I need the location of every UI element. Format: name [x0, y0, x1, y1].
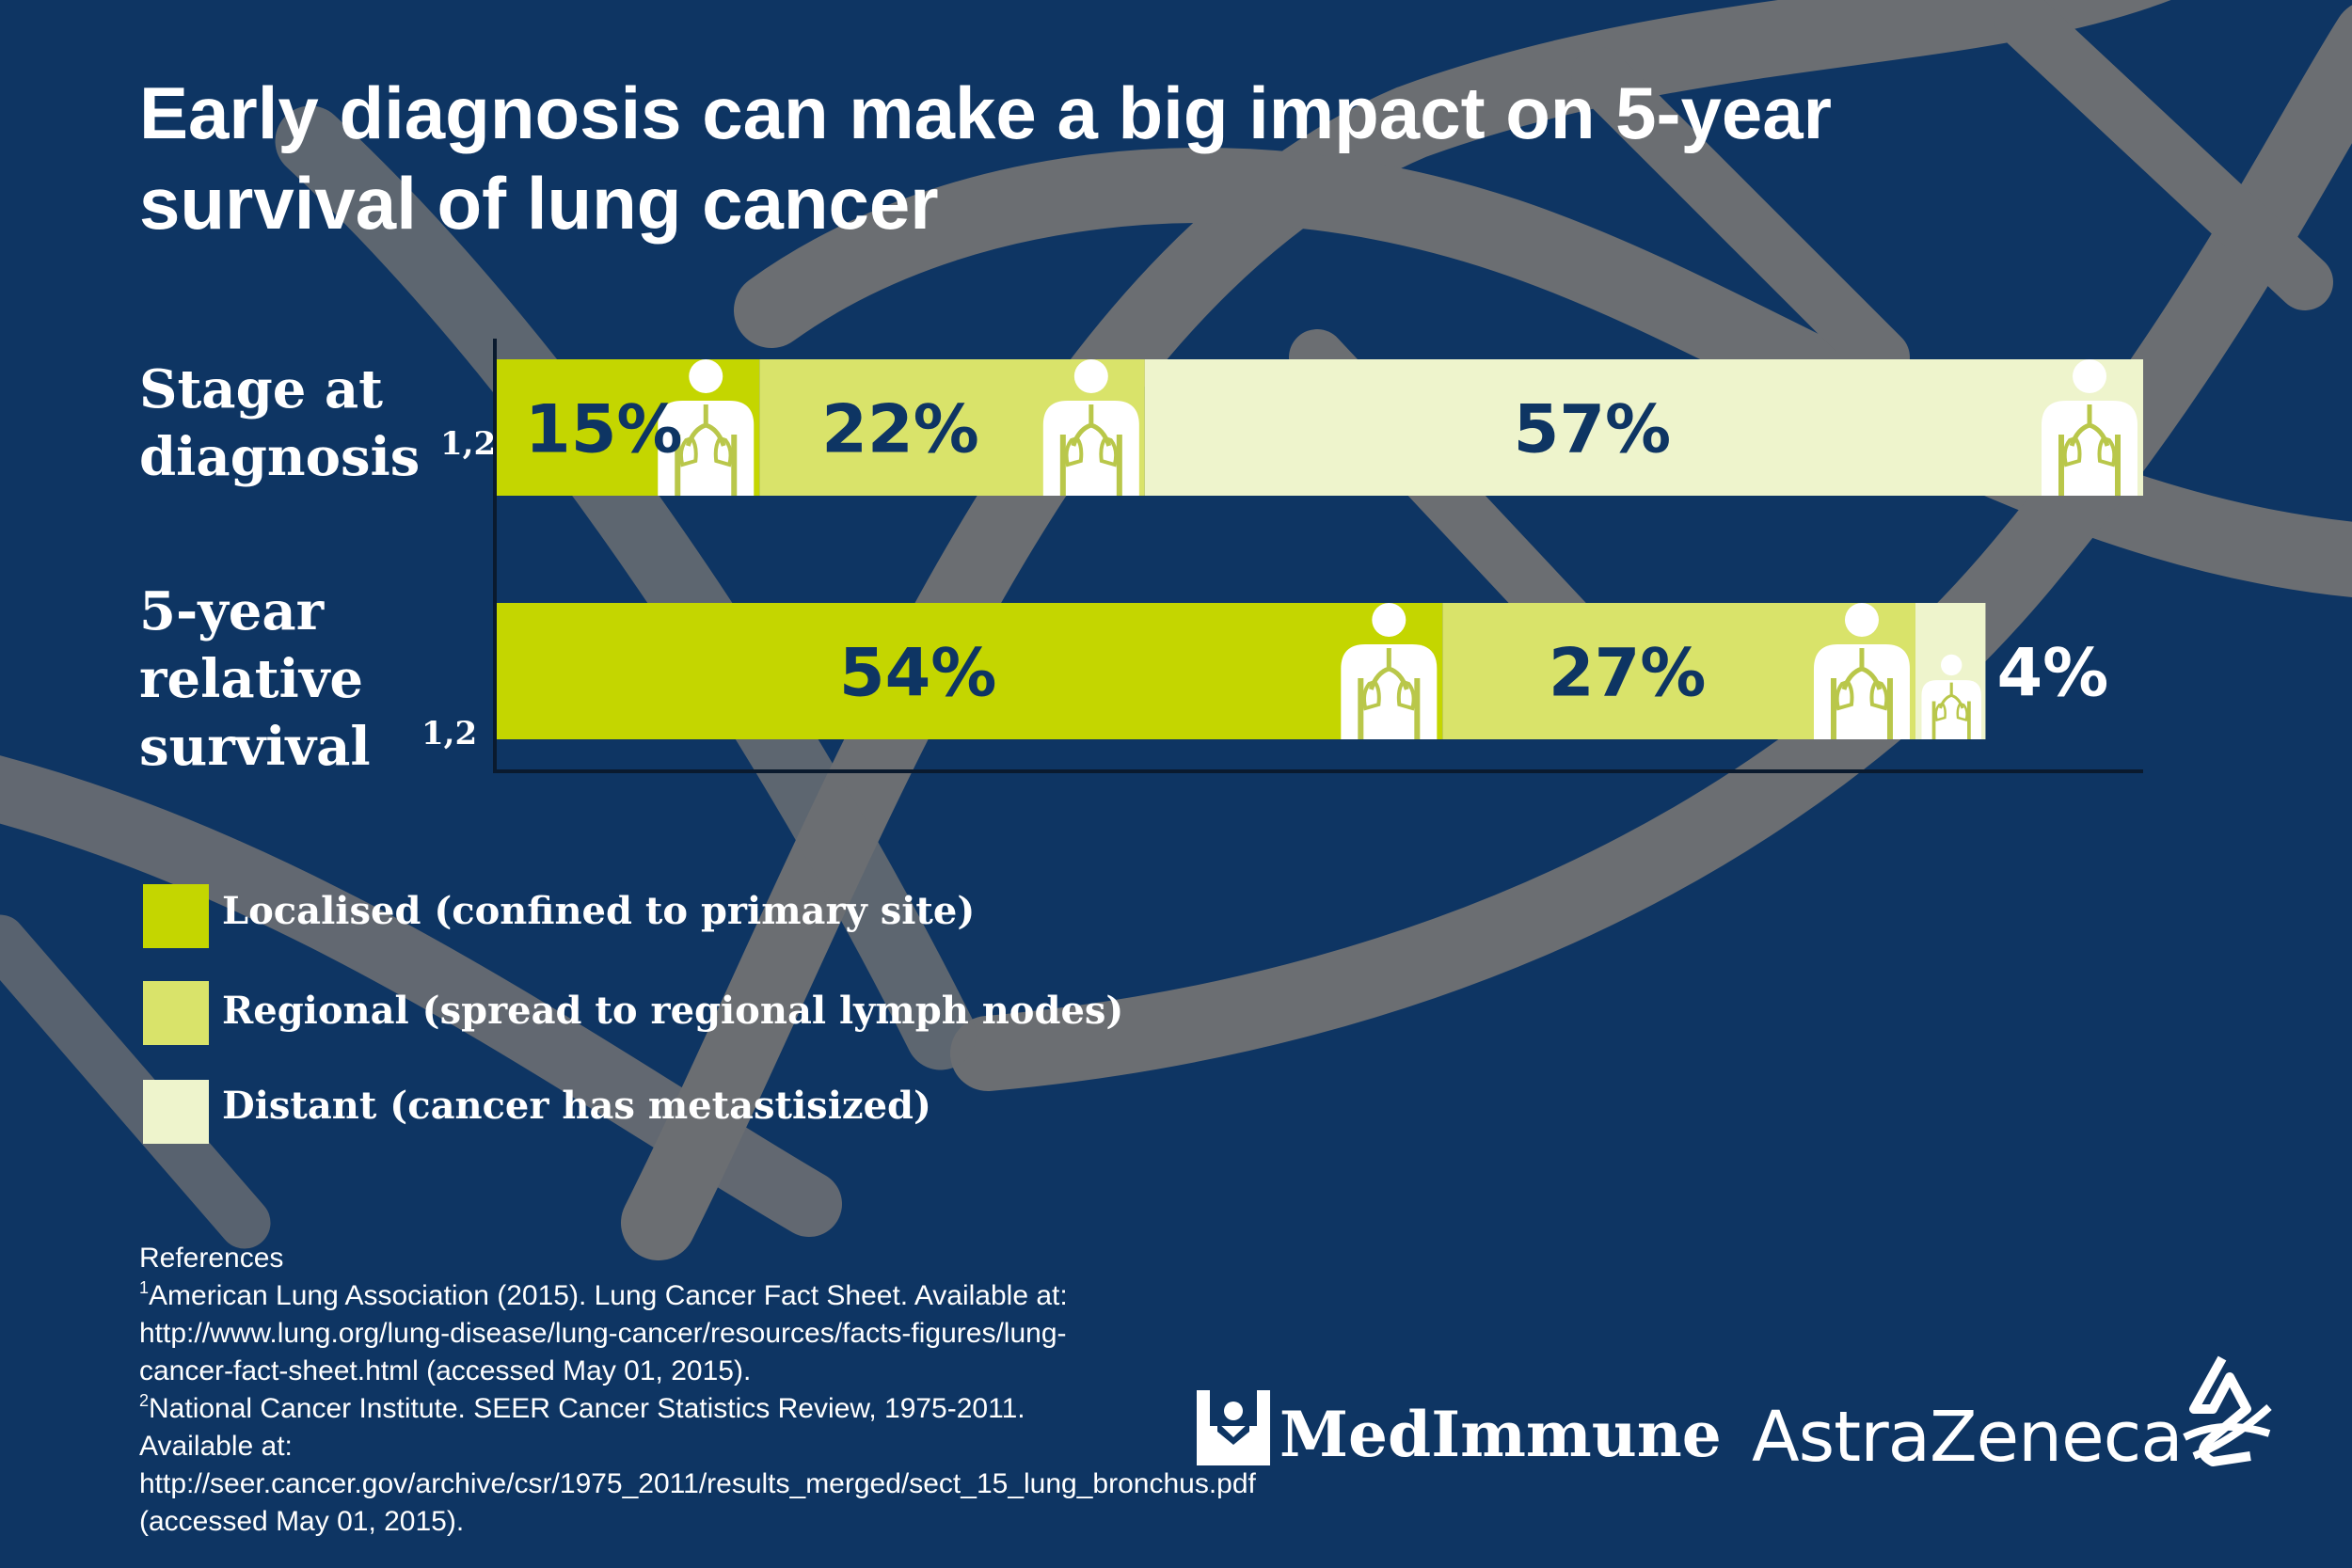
legend-label-regional: Regional (spread to regional lymph nodes… [222, 989, 1124, 1033]
row-label-stage-text: Stage at diagnosis [139, 358, 421, 488]
astrazeneca-logo: AstraZeneca [1752, 1355, 2279, 1478]
legend-label-distant: Distant (cancer has metastisized) [222, 1084, 931, 1128]
legend-label-localised: Localised (confined to primary site) [222, 889, 976, 933]
astrazeneca-symbol-icon [2182, 1355, 2272, 1466]
reference-2: 2National Cancer Institute. SEER Cancer … [139, 1390, 1256, 1541]
bar-stage-distant-person-icon [2042, 359, 2137, 496]
medimmune-logo: MedImmune [1197, 1381, 1722, 1465]
bar-stage-regional-person-icon [1042, 359, 1139, 496]
bar-stage-localised-person-icon [658, 359, 755, 496]
bar-survival-regional-label: 27% [1549, 635, 1707, 712]
bar-stage-distant [1144, 359, 2143, 496]
legend-swatch-localised [143, 884, 209, 948]
row-label-stage-sup: 1,2 [440, 425, 497, 463]
bar-survival-localised [497, 603, 1443, 739]
bar-survival-regional-person-icon [1813, 603, 1910, 739]
legend-swatch-regional [143, 981, 209, 1045]
row-label-survival-text: 5-year relative survival [139, 580, 371, 778]
reference-2-num: 2 [139, 1391, 150, 1410]
dna-strand-3 [734, 148, 2352, 597]
references: References 1American Lung Association (2… [139, 1240, 1256, 1541]
row-label-survival-sup: 1,2 [421, 715, 478, 752]
bar-survival-distant-person-icon [1921, 654, 1981, 739]
astrazeneca-wordmark: AstraZeneca [1752, 1397, 2184, 1478]
bar-stage-distant-label: 57% [1514, 391, 1672, 468]
references-heading: References [139, 1243, 284, 1274]
dna-rung-2 [1571, 47, 1910, 386]
dna-rung-3 [1994, 0, 2333, 310]
legend-swatch-distant [143, 1080, 209, 1144]
bar-survival-localised-person-icon [1341, 603, 1438, 739]
bar-survival-localised-label: 54% [839, 635, 997, 712]
reference-1-text: American Lung Association (2015). Lung C… [139, 1280, 1068, 1386]
row-label-stage: Stage at diagnosis 1,2 [139, 356, 496, 491]
row-label-survival: 5-year relative survival 1,2 [139, 578, 477, 781]
reference-1: 1American Lung Association (2015). Lung … [139, 1277, 1080, 1390]
bar-survival-distant-label: 4% [1996, 635, 2108, 712]
dna-strand-5 [275, 105, 977, 1070]
page-title: Early diagnosis can make a big impact on… [139, 71, 1833, 245]
bar-stage-localised-label: 15% [525, 391, 683, 468]
reference-1-num: 1 [139, 1278, 150, 1297]
medimmune-mark-icon [1197, 1390, 1270, 1465]
bar-stage-regional-label: 22% [821, 391, 979, 468]
reference-2-text: National Cancer Institute. SEER Cancer S… [139, 1393, 1256, 1537]
dna-rung-4 [0, 914, 271, 1249]
medimmune-wordmark: MedImmune [1279, 1398, 1722, 1471]
